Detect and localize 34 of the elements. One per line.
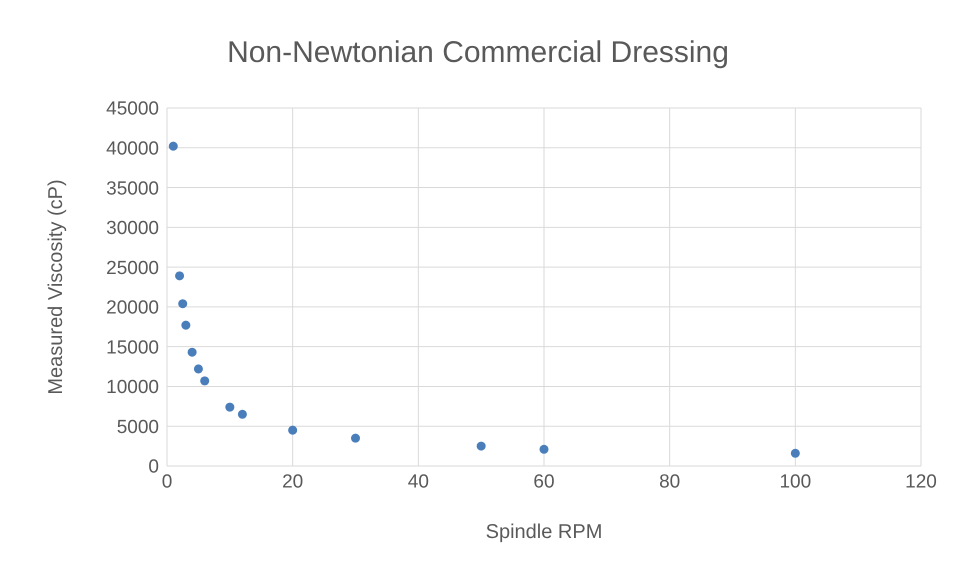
y-tick-label: 10000	[106, 377, 159, 398]
y-tick-label: 35000	[106, 178, 159, 200]
x-tick-label: 100	[779, 471, 812, 492]
x-tick-label: 40	[408, 471, 429, 492]
y-tick-label: 0	[148, 456, 159, 478]
y-tick-label: 20000	[106, 298, 159, 319]
y-tick-label: 40000	[106, 138, 159, 160]
x-tick-label: 120	[905, 471, 937, 492]
point	[238, 410, 247, 419]
point	[188, 348, 197, 357]
x-tick-label: 80	[659, 471, 680, 492]
point	[539, 444, 549, 454]
point	[194, 364, 203, 374]
point	[168, 142, 178, 151]
x-tick-label: 60	[533, 471, 555, 492]
point	[225, 402, 234, 412]
point	[175, 271, 184, 280]
y-tick-label: 15000	[106, 337, 159, 358]
point	[350, 434, 360, 443]
point	[476, 442, 486, 451]
x-tick-label: 0	[162, 471, 172, 492]
point	[178, 299, 188, 308]
x-axis-title: Spindle RPM	[486, 521, 602, 543]
y-tick-label: 5000	[116, 416, 159, 438]
y-tick-label: 30000	[106, 218, 159, 240]
point	[790, 448, 800, 458]
point	[200, 376, 210, 386]
y-tick-label: 25000	[106, 258, 159, 279]
y-axis-title: Measured Viscosity (cP)	[45, 179, 68, 395]
x-tick-label: 20	[282, 471, 304, 492]
point	[288, 426, 298, 435]
y-tick-label: 45000	[106, 98, 159, 120]
chart-title: Non-Newtonian Commercial Dressing	[226, 35, 730, 71]
point	[181, 320, 190, 330]
